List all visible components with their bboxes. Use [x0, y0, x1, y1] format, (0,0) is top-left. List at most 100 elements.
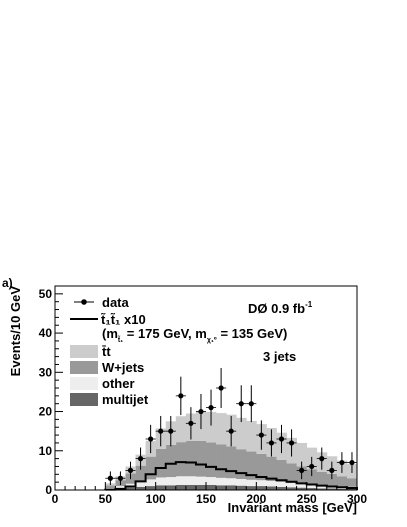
bar-multijet-180	[236, 485, 247, 490]
signal-histogram	[104, 461, 358, 491]
data-point-175	[228, 428, 234, 434]
bar-tt-180	[236, 417, 247, 450]
data-point-235	[288, 440, 295, 446]
legend-mass-note: (mt̃₁ = 175 GeV, mχ₁⁰ = 135 GeV)	[102, 326, 287, 344]
mass-note-sub-neutralino: χ₁⁰	[207, 336, 217, 344]
bar-multijet-270	[326, 488, 338, 490]
bar-tt-240	[296, 442, 308, 467]
x-tick-label-50: 50	[99, 492, 113, 506]
mass-note-open: (m	[102, 326, 118, 341]
signal-line	[104, 461, 358, 491]
legend-swatch-multijet	[70, 393, 98, 406]
x-axis-label: Invariant mass [GeV]	[228, 500, 357, 515]
experiment-label: DØ 0.9 fb-1	[248, 300, 313, 316]
bar-other-80	[135, 481, 146, 487]
bar-wjets-80	[135, 465, 146, 482]
data-points	[105, 367, 357, 486]
data-point-295	[349, 459, 355, 466]
bar-wjets-220	[276, 459, 287, 482]
bar-other-90	[145, 479, 157, 487]
bar-multijet-70	[125, 487, 136, 490]
bar-wjets-170	[226, 446, 237, 479]
bar-other-120	[175, 476, 187, 485]
bar-multijet-220	[276, 486, 287, 490]
bar-other-130	[185, 476, 197, 485]
bar-other-170	[226, 478, 237, 486]
bar-multijet-110	[165, 485, 177, 490]
y-tick-label-40: 40	[39, 326, 53, 340]
data-point-55	[107, 475, 113, 481]
data-point-105	[158, 428, 164, 434]
bar-wjets-150	[206, 442, 217, 478]
x-tick-label-300: 300	[347, 492, 367, 506]
data-point-205	[258, 432, 264, 438]
experiment-superscript: -1	[305, 300, 313, 309]
data-point-145	[198, 408, 204, 415]
bar-multijet-280	[336, 488, 348, 490]
legend-label-multijet: multijet	[102, 392, 149, 407]
mass-note-close: = 135 GeV)	[217, 326, 287, 341]
data-point-185	[238, 401, 244, 407]
bar-tt-120	[175, 416, 187, 443]
bar-wjets-190	[246, 451, 257, 480]
data-point-275	[329, 467, 335, 473]
bar-multijet-130	[185, 484, 197, 490]
bar-other-220	[276, 481, 287, 487]
legend-swatch-other	[70, 377, 98, 390]
legend-swatch-ttbar	[70, 345, 98, 358]
bar-other-210	[266, 480, 277, 487]
legend-label-ttbar: t̄t	[102, 344, 111, 359]
axes: 0 50 100 150 200 250 300 0 10 20 30 40 50	[39, 285, 367, 506]
data-point-165	[218, 385, 224, 391]
bar-multijet-250	[306, 488, 318, 490]
bar-other-110	[165, 477, 177, 486]
data-point-195	[248, 401, 254, 407]
bar-other-200	[256, 480, 267, 487]
bar-tt-160	[216, 413, 227, 445]
bar-multijet-290	[346, 488, 358, 490]
x-tick-label-150: 150	[196, 492, 216, 506]
bar-wjets-210	[266, 456, 277, 481]
data-point-225	[278, 436, 285, 442]
data-point-75	[127, 467, 134, 473]
bar-wjets-270	[326, 473, 338, 486]
bar-multijet-230	[286, 487, 297, 490]
experiment-text: DØ 0.9 fb	[248, 301, 305, 316]
bar-wjets-260	[316, 471, 328, 486]
data-point-215	[268, 440, 275, 446]
bar-wjets-200	[256, 453, 267, 481]
bar-multijet-260	[316, 488, 328, 490]
bar-multijet-140	[195, 484, 207, 490]
y-tick-label-30: 30	[39, 365, 53, 379]
bar-multijet-100	[155, 485, 167, 490]
data-point-125	[178, 393, 184, 399]
panel-label: a)	[2, 276, 13, 290]
bar-other-140	[195, 476, 207, 485]
x-tick-label-250: 250	[297, 492, 317, 506]
y-tick-label-50: 50	[39, 287, 53, 301]
bar-multijet-150	[206, 484, 217, 490]
bar-wjets-250	[306, 469, 318, 485]
mass-note-sub-stop: t̃₁	[117, 336, 123, 344]
bar-other-250	[306, 484, 318, 489]
legend-label-signal: t̃₁t̃₁ x10	[101, 312, 146, 327]
x-tick-label-0: 0	[52, 492, 59, 506]
bar-wjets-280	[336, 476, 348, 487]
data-point-65	[117, 475, 124, 481]
data-point-255	[309, 463, 315, 470]
bar-other-180	[236, 479, 247, 486]
mass-note-mid: = 175 GeV, m	[123, 326, 207, 341]
data-point-245	[299, 467, 305, 473]
bar-other-240	[296, 483, 308, 488]
x-tick-label-100: 100	[146, 492, 166, 506]
bar-other-100	[155, 477, 167, 486]
data-point-265	[319, 456, 325, 462]
y-tick-label-10: 10	[39, 444, 53, 458]
bar-multijet-190	[246, 486, 257, 490]
legend-label-data: data	[102, 295, 130, 310]
bar-other-160	[216, 477, 227, 486]
y-tick-label-0: 0	[45, 483, 52, 497]
bar-wjets-110	[165, 444, 177, 478]
bar-wjets-100	[155, 448, 167, 478]
